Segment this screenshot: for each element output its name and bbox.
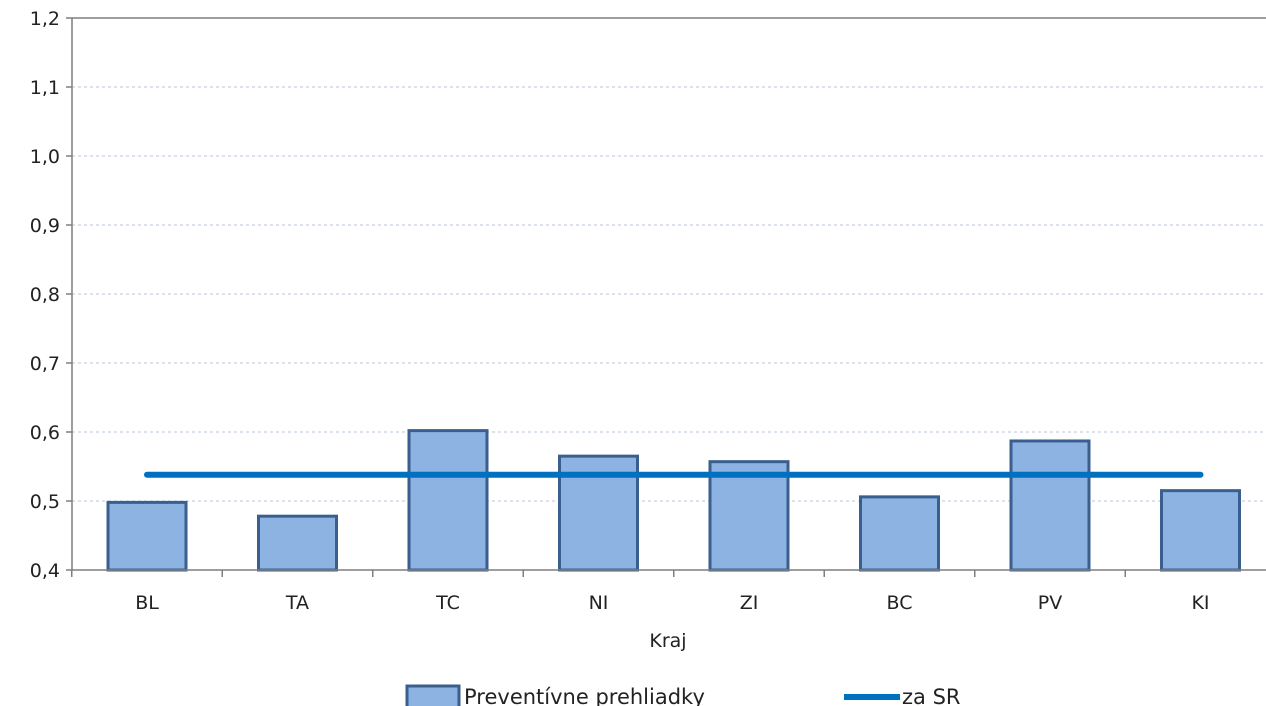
x-tick-label: BC — [887, 592, 913, 614]
x-tick-label: ZI — [740, 592, 759, 614]
y-tick-labels: 0,4 0,5 0,6 0,7 0,8 0,9 1,0 1,1 1,2 — [30, 8, 60, 582]
x-tick-label: TC — [435, 592, 460, 614]
bar-bl — [106, 500, 188, 572]
bar-series — [106, 429, 1241, 572]
gridlines — [72, 17, 1266, 502]
y-tick-label: 0,7 — [30, 353, 60, 375]
x-tick-label: PV — [1038, 592, 1062, 614]
y-tick-label: 1,2 — [30, 8, 60, 30]
legend-bar-swatch — [405, 684, 461, 706]
bar-ta — [257, 514, 338, 572]
x-tick-label: KI — [1191, 592, 1209, 614]
x-tick-label: BL — [135, 592, 159, 614]
axes — [66, 17, 1266, 577]
y-tick-label: 1,1 — [30, 77, 60, 99]
bar-pv — [1009, 439, 1091, 572]
x-axis-title: Kraj — [649, 630, 686, 652]
legend-bar-label: Preventívne prehliadky — [464, 685, 705, 706]
y-tick-label: 0,9 — [30, 215, 60, 237]
bar-ki — [1160, 489, 1241, 572]
x-tick-label: NI — [589, 592, 609, 614]
y-tick-label: 0,6 — [30, 422, 60, 444]
bar-tc — [407, 429, 489, 572]
y-tick-label: 0,4 — [30, 560, 60, 582]
y-tick-label: 0,8 — [30, 284, 60, 306]
x-tick-label: TA — [285, 592, 309, 614]
y-tick-label: 0,5 — [30, 491, 60, 513]
y-tick-label: 1,0 — [30, 146, 60, 168]
legend-line-label: za SR — [902, 685, 961, 706]
bar-bc — [859, 495, 940, 572]
x-tick-labels: BL TA TC NI ZI BC PV KI — [135, 592, 1209, 614]
bar-zi — [708, 460, 790, 572]
legend: Preventívne prehliadky za SR — [405, 684, 961, 706]
